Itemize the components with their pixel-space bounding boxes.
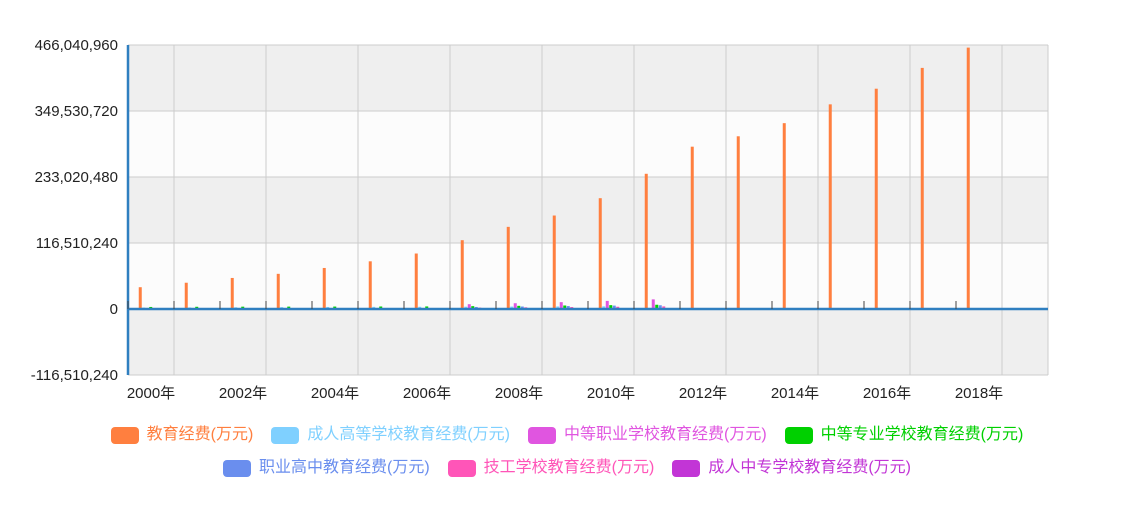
bar <box>471 306 475 309</box>
bar <box>605 300 609 309</box>
legend-item[interactable]: 教育经费(万元) <box>110 424 254 446</box>
y-tick-label: 349,530,720 <box>35 103 118 120</box>
legend-item[interactable]: 成人高等学校教育经费(万元) <box>271 424 510 446</box>
legend-item[interactable]: 中等专业学校教育经费(万元) <box>784 424 1024 446</box>
x-tick-label: 2018年 <box>955 385 1003 402</box>
plot-band <box>128 309 1048 375</box>
plot-band <box>128 243 1048 309</box>
bar <box>368 261 372 309</box>
chart-legend: 教育经费(万元) 成人高等学校教育经费(万元) 中等职业学校教育经费(万元) 中等专业… <box>0 424 1134 490</box>
x-tick-label: 2004年 <box>311 385 359 402</box>
x-tick-label: 2006年 <box>403 385 451 402</box>
bar-chart: 466,040,960 349,530,720 233,020,480 116,510… <box>31 37 1049 402</box>
bar <box>552 215 556 309</box>
grid-lines <box>128 44 1049 376</box>
bar <box>651 299 655 309</box>
bar <box>517 305 521 309</box>
legend-swatch-secondary-vocational <box>528 426 556 444</box>
legend-swatch-adult-higher-ed <box>271 426 300 444</box>
legend-swatch-technical-school <box>447 459 476 477</box>
legend-swatch-secondary-specialized <box>784 426 813 444</box>
bar <box>609 305 613 309</box>
legend-label: 中等专业学校教育经费(万元) <box>820 426 1024 443</box>
x-tick-label: 2002年 <box>219 385 267 402</box>
bar <box>602 306 606 309</box>
plot-band <box>128 45 1048 111</box>
legend-item[interactable]: 成人中专学校教育经费(万元) <box>672 457 911 479</box>
y-tick-label: 0 <box>110 301 118 318</box>
bar <box>736 136 740 309</box>
legend-label: 职业高中教育经费(万元) <box>258 459 430 476</box>
x-tick-label: 2012年 <box>679 385 727 402</box>
x-tick-label: 2010年 <box>587 385 635 402</box>
bar <box>138 287 142 309</box>
bar <box>612 305 616 309</box>
bar <box>184 282 188 309</box>
bar <box>782 123 786 309</box>
y-tick-label: 466,040,960 <box>35 37 118 54</box>
y-tick-label: 233,020,480 <box>35 169 118 186</box>
legend-label: 成人高等学校教育经费(万元) <box>307 426 510 443</box>
legend-item[interactable]: 职业高中教育经费(万元) <box>222 457 430 479</box>
x-tick-label: 2000年 <box>127 385 175 402</box>
bar <box>644 173 648 309</box>
bar <box>662 306 666 309</box>
bar <box>230 277 234 309</box>
axes <box>126 45 1048 375</box>
legend-row: 教育经费(万元) 成人高等学校教育经费(万元) 中等职业学校教育经费(万元) 中等专业… <box>0 424 1134 446</box>
bar <box>414 253 418 309</box>
legend-swatch-vocational-high <box>222 459 251 477</box>
bar <box>563 305 567 309</box>
y-axis-tick-labels: 466,040,960 349,530,720 233,020,480 116,510… <box>31 37 118 384</box>
plot-background-bands <box>128 45 1048 375</box>
bar <box>828 104 832 309</box>
x-tick-label: 2014年 <box>771 385 819 402</box>
plot-band <box>128 177 1048 243</box>
y-tick-label: 116,510,240 <box>36 235 118 252</box>
bar <box>566 306 570 309</box>
bar <box>658 305 662 309</box>
y-tick-label: -116,510,240 <box>31 367 118 384</box>
bar <box>460 240 464 309</box>
bar <box>920 67 924 309</box>
bar <box>467 304 471 309</box>
legend-label: 成人中专学校教育经费(万元) <box>708 459 911 476</box>
bar <box>966 47 970 309</box>
x-axis-tick-labels: 2000年 2002年 2004年 2006年 2008年 2010年 2012年 2014年… <box>127 385 1003 402</box>
x-tick-label: 2016年 <box>863 385 911 402</box>
bar <box>276 273 280 309</box>
legend-swatch-education-funding <box>110 426 139 444</box>
legend-label: 教育经费(万元) <box>146 426 254 443</box>
legend-label: 技工学校教育经费(万元) <box>483 459 655 476</box>
legend-item[interactable]: 技工学校教育经费(万元) <box>447 457 655 479</box>
bar <box>598 198 602 309</box>
x-tick-label: 2008年 <box>495 385 543 402</box>
legend-row: 职业高中教育经费(万元) 技工学校教育经费(万元) 成人中专学校教育经费(万元) <box>0 457 1134 479</box>
legend-swatch-adult-secondary <box>672 459 701 477</box>
legend-label: 中等职业学校教育经费(万元) <box>564 426 767 443</box>
bar <box>506 226 510 309</box>
bar <box>655 304 659 309</box>
legend-item[interactable]: 中等职业学校教育经费(万元) <box>528 424 767 446</box>
bar <box>425 306 429 309</box>
bar <box>690 146 694 309</box>
bar <box>874 88 878 310</box>
bar <box>513 303 517 309</box>
bar <box>556 306 560 309</box>
bar <box>322 267 326 309</box>
bar <box>559 302 563 309</box>
plot-band <box>128 111 1048 177</box>
